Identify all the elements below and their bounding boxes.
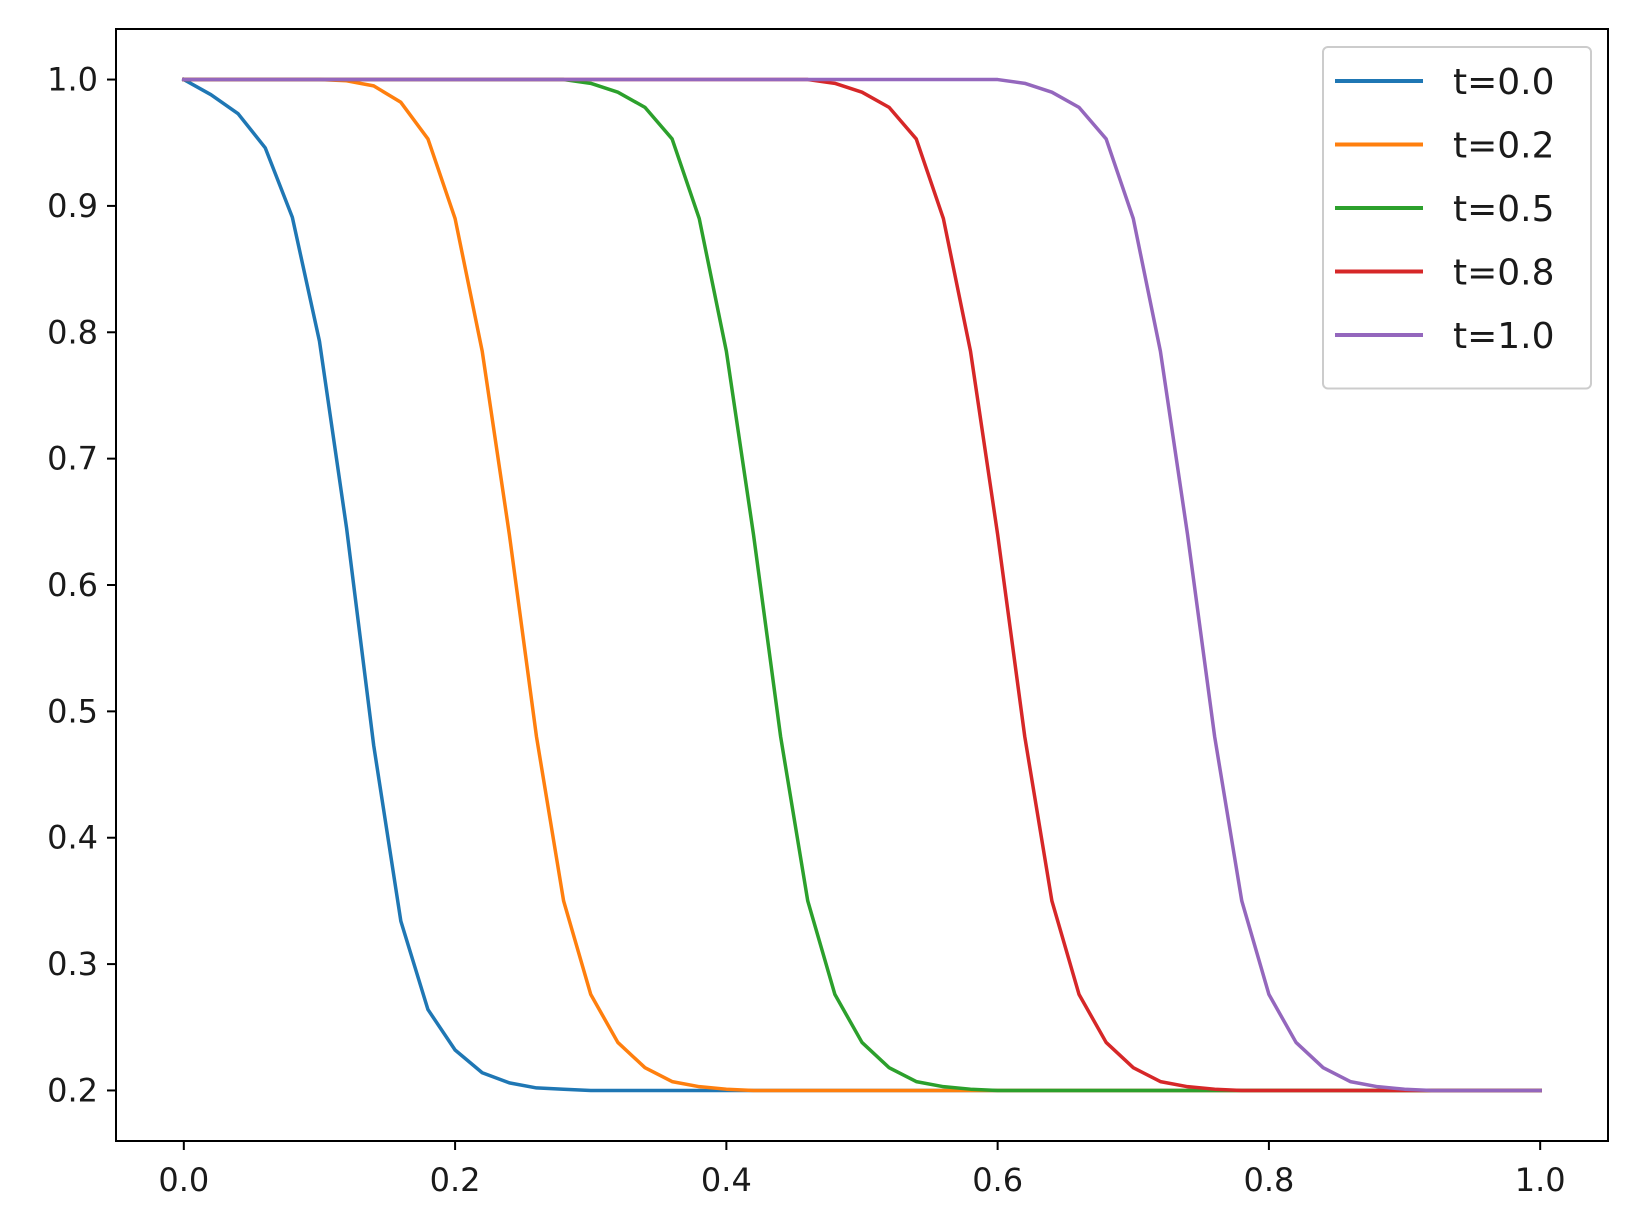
- y-tick-label: 0.9: [47, 187, 98, 225]
- x-tick-label: 0.6: [972, 1161, 1023, 1199]
- x-tick-label: 0.0: [158, 1161, 209, 1199]
- y-tick-label: 0.2: [47, 1071, 98, 1109]
- legend-label-2: t=0.5: [1453, 189, 1555, 230]
- x-axis-ticks: 0.0 0.2 0.4 0.6 0.8 1.0: [158, 1141, 1566, 1199]
- x-tick-label: 0.8: [1243, 1161, 1294, 1199]
- x-tick-label: 0.4: [701, 1161, 752, 1199]
- y-tick-label: 1.0: [47, 61, 98, 99]
- series-layer: [181, 77, 1542, 1093]
- series-line-4: [182, 77, 1542, 1093]
- y-tick-label: 0.7: [47, 440, 98, 478]
- x-tick-label: 0.2: [430, 1161, 481, 1199]
- y-tick-label: 0.8: [47, 313, 98, 351]
- x-tick-label: 1.0: [1515, 1161, 1566, 1199]
- legend: t=0.0 t=0.2 t=0.5 t=0.8 t=1.0: [1322, 46, 1592, 390]
- legend-box: [1322, 46, 1592, 390]
- y-tick-label: 0.6: [47, 566, 98, 604]
- legend-label-0: t=0.0: [1453, 62, 1555, 103]
- legend-label-3: t=0.8: [1453, 253, 1555, 294]
- y-tick-label: 0.5: [47, 692, 98, 730]
- y-axis-ticks: 0.2 0.3 0.4 0.5 0.6 0.7 0.8 0.9 1.0: [47, 61, 116, 1109]
- legend-label-4: t=1.0: [1453, 316, 1555, 357]
- y-tick-label: 0.4: [47, 819, 98, 857]
- y-tick-label: 0.3: [47, 945, 98, 983]
- legend-label-1: t=0.2: [1453, 126, 1555, 167]
